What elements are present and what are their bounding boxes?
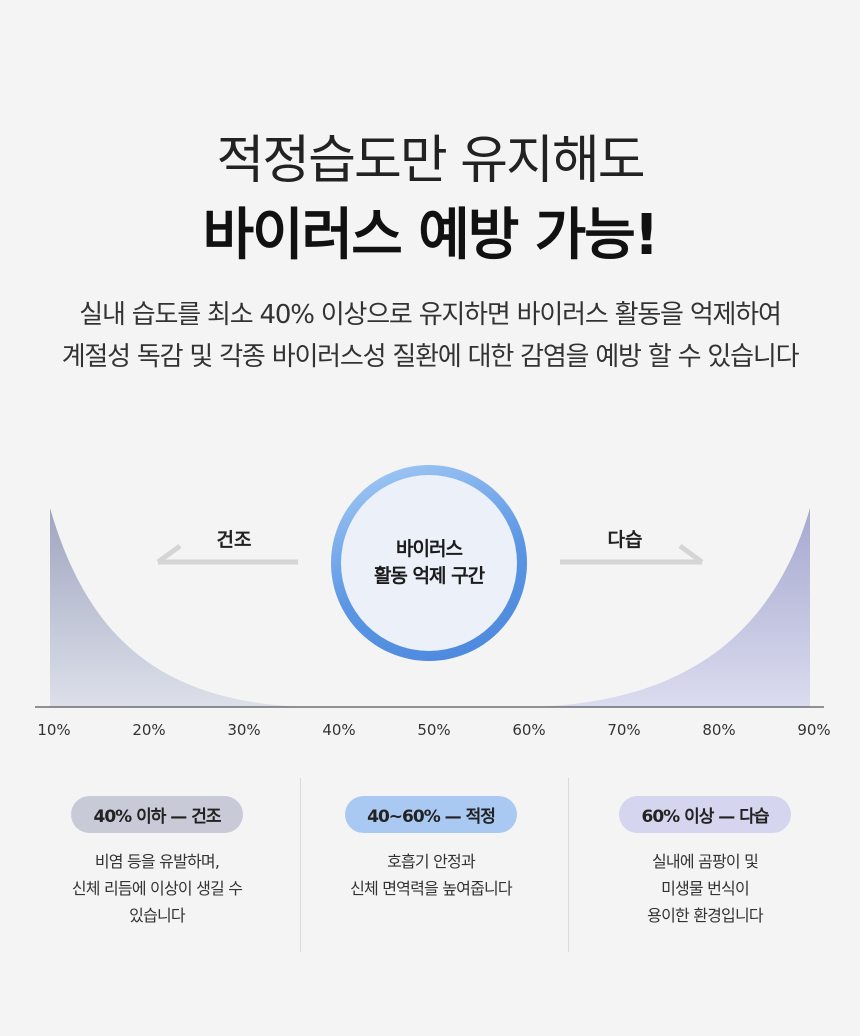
page-title-line2: 바이러스 예방 가능! (202, 203, 660, 268)
description-line: 신체 리듬에 이상이 생길 수 (71, 879, 243, 898)
dry-zone-area (50, 508, 305, 707)
dry-badge: 40% 이하 — 건조 (71, 796, 243, 833)
dry-zone-label: 건조 (217, 529, 252, 551)
humid-badge: 60% 이상 — 다습 (619, 796, 791, 833)
x-tick-label: 40% (322, 721, 355, 739)
right-arrow-icon (560, 543, 704, 565)
description-line: 실내에 곰팡이 및 (651, 852, 759, 871)
column-divider (568, 778, 569, 952)
column-divider (300, 778, 301, 952)
description-line2: 계절성 독감 및 각종 바이러스성 질환에 대한 감염을 예방 할 수 있습니다 (61, 342, 800, 372)
humid-zone-area (535, 508, 810, 707)
x-tick-label: 60% (512, 721, 545, 739)
description-line: 신체 면역력을 높여줍니다 (350, 879, 513, 898)
description-line: 호흡기 안정과 (387, 852, 476, 871)
description-line: 미생물 번식이 (661, 879, 750, 898)
optimal-badge: 40~60% — 적정 (345, 796, 517, 833)
optimal-zone-label-line1: 바이러스 (396, 538, 463, 560)
left-arrow-icon (156, 543, 298, 565)
optimal-zone-circle: 바이러스 활동 억제 구간 (331, 465, 527, 661)
x-tick-label: 50% (417, 721, 450, 739)
x-tick-label: 90% (797, 721, 830, 739)
page-title-line1: 적정습도만 유지해도 (216, 131, 645, 191)
humid-zone-label: 다습 (608, 529, 643, 551)
description-line1: 실내 습도를 최소 40% 이상으로 유지하면 바이러스 활동을 억제하여 (79, 300, 782, 330)
description-line: 있습니다 (129, 906, 185, 925)
x-tick-label: 30% (227, 721, 260, 739)
description-line: 용이한 환경입니다 (647, 906, 763, 925)
humidity-chart: 10% 20% 30% 40% 50% 60% 70% 80% 90% 건조 다습 (35, 508, 831, 739)
x-tick-label: 80% (702, 721, 735, 739)
x-tick-label: 70% (607, 721, 640, 739)
optimal-zone-label-line2: 활동 억제 구간 (373, 565, 485, 587)
description-line: 비염 등을 유발하며, (94, 852, 220, 871)
x-tick-label: 10% (37, 721, 70, 739)
x-tick-label: 20% (132, 721, 165, 739)
dry-description: 비염 등을 유발하며, 신체 리듬에 이상이 생길 수 있습니다 (27, 848, 287, 929)
humid-description: 실내에 곰팡이 및 미생물 번식이 용이한 환경입니다 (575, 848, 835, 929)
optimal-description: 호흡기 안정과 신체 면역력을 높여줍니다 (301, 848, 561, 902)
